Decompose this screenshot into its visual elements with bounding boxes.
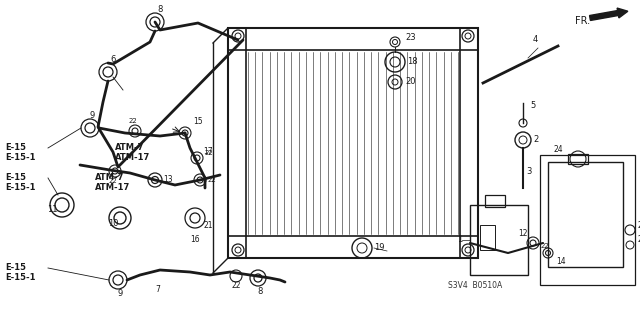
Text: 6: 6 [110,55,116,65]
Text: FR.: FR. [575,16,590,26]
Text: 25: 25 [638,236,640,244]
Text: ATM-17: ATM-17 [115,154,150,163]
Text: S3V4  B0510A: S3V4 B0510A [448,281,502,290]
Text: 22: 22 [541,243,550,249]
Text: 9: 9 [117,290,123,299]
Text: 20: 20 [405,77,415,86]
Text: 5: 5 [530,101,535,110]
Text: 21: 21 [203,221,212,230]
Bar [548,162,623,267]
Text: 17: 17 [203,147,212,156]
Text: 3: 3 [526,166,531,175]
Text: E-15: E-15 [5,173,26,182]
Bar [480,225,495,250]
Text: E-15-1: E-15-1 [5,274,35,283]
Text: 7: 7 [155,285,160,294]
Text: 22: 22 [208,177,217,183]
Text: ATM-7: ATM-7 [95,173,124,182]
Text: 13: 13 [163,175,173,185]
Text: 24: 24 [553,146,563,155]
Text: E-15: E-15 [5,263,26,273]
Text: E-15-1: E-15-1 [5,183,35,193]
Text: E-15: E-15 [5,143,26,153]
Text: 15: 15 [193,116,203,125]
Bar [540,155,635,285]
Bar [228,28,478,258]
Text: 8: 8 [157,4,163,13]
Text: 23: 23 [405,33,415,42]
FancyArrow shape [589,8,628,20]
Text: 16: 16 [190,236,200,244]
Text: 10: 10 [108,219,118,228]
Text: 22: 22 [109,178,117,184]
Text: 11: 11 [47,205,58,214]
Text: 8: 8 [257,287,262,297]
Bar [228,28,246,258]
Bar [485,195,505,207]
Bar [470,205,528,275]
Text: ATM-17: ATM-17 [95,183,131,193]
Text: 9: 9 [90,110,95,119]
Text: E-15-1: E-15-1 [5,154,35,163]
Bar [460,28,478,258]
Text: ATM-7: ATM-7 [115,143,145,153]
Text: 22: 22 [231,282,241,291]
Text: 1: 1 [457,236,462,244]
Text: 2: 2 [533,135,538,145]
Bar [228,236,478,258]
Bar [568,154,588,164]
Text: 22: 22 [205,150,214,156]
Text: 14: 14 [556,257,566,266]
Text: 19: 19 [374,244,385,252]
Bar [228,28,478,50]
Text: 22: 22 [129,118,138,124]
Text: 26: 26 [638,220,640,229]
Text: 12: 12 [518,228,528,237]
Text: 18: 18 [407,58,418,67]
Text: 4: 4 [533,36,538,44]
